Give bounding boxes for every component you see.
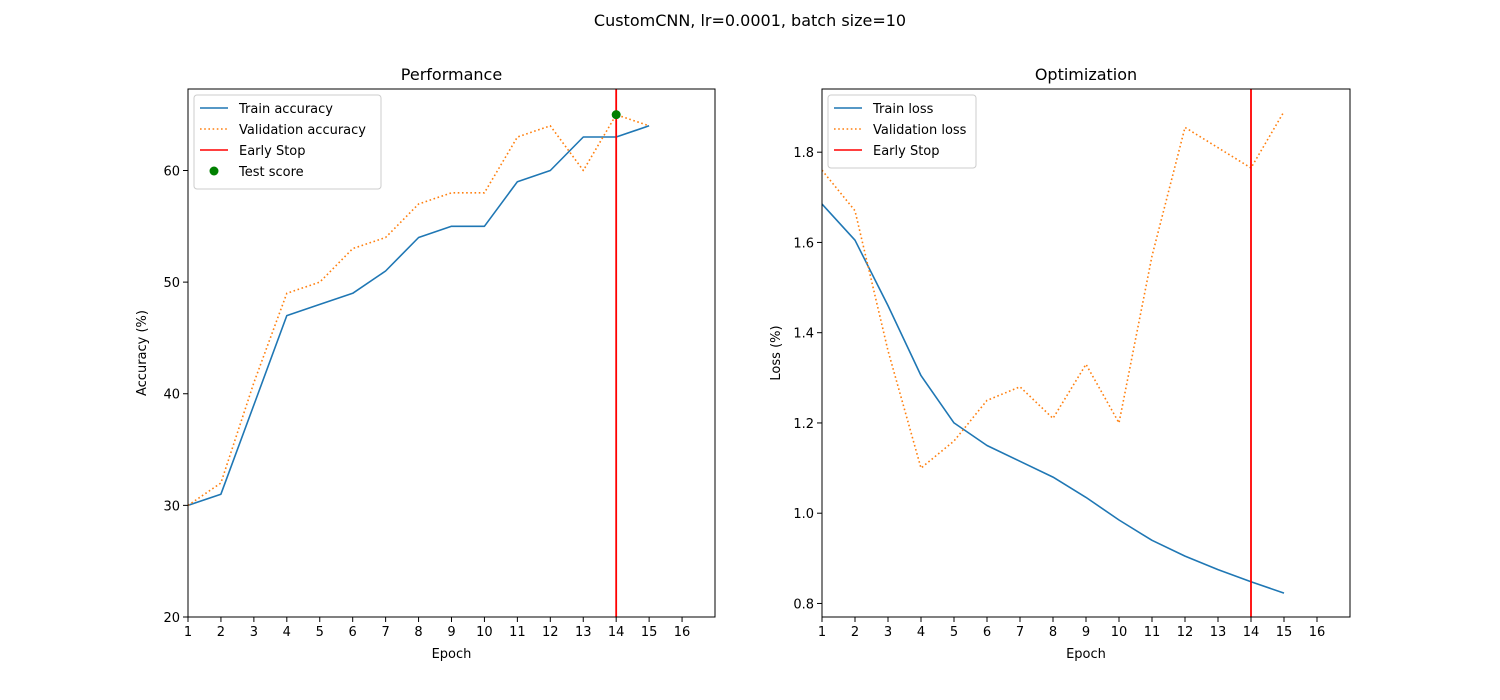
- y-tick-label: 1.6: [793, 236, 814, 251]
- y-axis-label: Loss (%): [769, 325, 784, 380]
- axes-frame: [187, 88, 716, 618]
- series-line-train-accuracy: [188, 125, 650, 507]
- legend-label: Early Stop: [239, 144, 306, 159]
- legend-label: Validation loss: [873, 123, 967, 138]
- legend-label: Train loss: [872, 102, 934, 117]
- figure-title: CustomCNN, lr=0.0001, batch size=10: [593, 11, 907, 30]
- x-tick-label: 7: [1016, 625, 1024, 640]
- x-tick-label: 8: [1049, 625, 1057, 640]
- series-line-validation-accuracy: [188, 113, 650, 507]
- y-tick-label: 60: [163, 164, 180, 179]
- x-tick-label: 5: [316, 625, 324, 640]
- x-tick-label: 14: [1243, 625, 1260, 640]
- x-tick-label: 2: [217, 625, 225, 640]
- x-tick-label: 4: [283, 625, 291, 640]
- x-tick-label: 15: [641, 625, 658, 640]
- legend-label: Train accuracy: [238, 102, 333, 117]
- x-tick-label: 6: [349, 625, 357, 640]
- legend-marker: [209, 166, 219, 176]
- y-tick-label: 40: [163, 388, 180, 403]
- x-tick-label: 6: [983, 625, 991, 640]
- y-tick-label: 50: [163, 276, 180, 291]
- legend-label: Early Stop: [873, 144, 940, 159]
- y-axis-label: Accuracy (%): [135, 310, 150, 396]
- x-tick-label: 11: [509, 625, 526, 640]
- plot-area: [822, 89, 1285, 617]
- x-tick-label: 3: [250, 625, 258, 640]
- x-tick-label: 16: [674, 625, 691, 640]
- x-tick-label: 5: [950, 625, 958, 640]
- y-tick-label: 1.2: [793, 417, 814, 432]
- x-tick-label: 9: [447, 625, 455, 640]
- x-tick-label: 16: [1309, 625, 1326, 640]
- x-tick-label: 8: [414, 625, 422, 640]
- x-tick-label: 15: [1276, 625, 1293, 640]
- series-line-train-loss: [822, 203, 1285, 594]
- y-tick-label: 1.8: [793, 146, 814, 161]
- x-tick-label: 14: [608, 625, 625, 640]
- chart-title: Optimization: [1035, 65, 1137, 84]
- legend: Train accuracy Validation accuracy Early S…: [193, 94, 382, 190]
- legend: Train loss Validation loss Early Stop: [827, 94, 977, 169]
- x-tick-label: 4: [917, 625, 925, 640]
- x-tick-label: 10: [476, 625, 493, 640]
- x-axis-label: Epoch: [432, 647, 472, 662]
- x-tick-label: 11: [1144, 625, 1161, 640]
- y-tick-label: 0.8: [793, 597, 814, 612]
- x-tick-label: 13: [575, 625, 592, 640]
- x-tick-label: 1: [184, 625, 192, 640]
- legend-box: [827, 94, 977, 169]
- y-tick-label: 1.4: [793, 327, 814, 342]
- legend-box: [193, 94, 382, 190]
- plot-area: [188, 89, 650, 617]
- x-tick-label: 2: [851, 625, 859, 640]
- x-tick-label: 10: [1111, 625, 1128, 640]
- legend-label: Validation accuracy: [239, 123, 366, 138]
- x-tick-label: 3: [884, 625, 892, 640]
- axes-frame: [821, 88, 1351, 618]
- legend-label: Test score: [238, 165, 304, 180]
- x-tick-label: 9: [1082, 625, 1090, 640]
- x-tick-label: 1: [818, 625, 826, 640]
- x-tick-label: 7: [381, 625, 389, 640]
- y-tick-label: 1.0: [793, 507, 814, 522]
- x-tick-label: 12: [1177, 625, 1194, 640]
- series-line-validation-loss: [822, 111, 1285, 469]
- test-score-point: [611, 110, 621, 120]
- x-tick-label: 12: [542, 625, 559, 640]
- y-tick-label: 30: [163, 499, 180, 514]
- y-tick-label: 20: [163, 611, 180, 626]
- x-axis-label: Epoch: [1066, 647, 1106, 662]
- x-tick-label: 13: [1210, 625, 1227, 640]
- chart-title: Performance: [401, 65, 502, 84]
